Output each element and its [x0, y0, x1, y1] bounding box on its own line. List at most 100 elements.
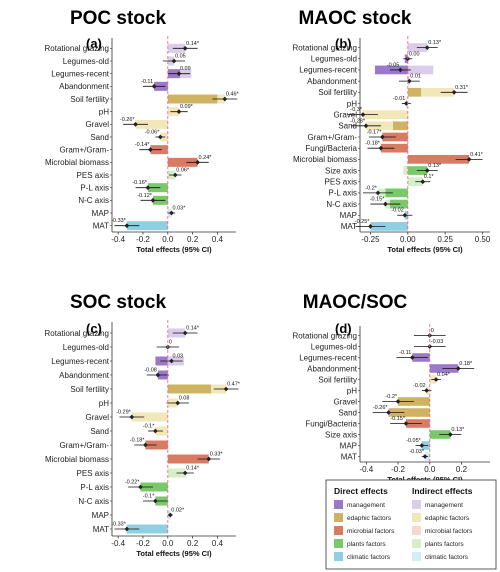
legend-direct-title: Direct effects [334, 486, 388, 496]
total-effect-point [403, 421, 409, 426]
value-label: -0.03 [431, 339, 444, 345]
x-tick-label: 0.0 [162, 539, 174, 548]
direct-effect-bar [388, 408, 430, 417]
category-label: pH [99, 399, 109, 408]
legend-direct-swatch [334, 513, 343, 522]
value-label: 0.14* [186, 326, 200, 332]
category-label: Gram+/Gram- [307, 133, 357, 142]
value-label: 0.14* [186, 41, 200, 47]
category-label: Rotational grazing [293, 331, 357, 340]
value-label: -0.26* [120, 117, 136, 123]
total-effect-point [151, 83, 157, 89]
legend-indirect-swatch [412, 500, 421, 509]
value-label: 0.31* [455, 85, 469, 91]
value-label: 0.09* [180, 104, 194, 110]
total-effect-point [182, 470, 188, 476]
value-label: 0.33* [210, 452, 224, 458]
value-label: -0.03* [409, 449, 425, 455]
direct-effect-bar [167, 454, 209, 464]
total-effect-point [167, 512, 173, 518]
category-label: Sand [338, 122, 357, 131]
category-label: Gram+/Gram- [59, 145, 109, 154]
category-label: MAT [93, 221, 109, 230]
value-label: 0.41* [470, 152, 484, 158]
direct-effect-bar [140, 482, 168, 492]
total-effect-point [424, 168, 430, 173]
panel-label: (b) [335, 36, 352, 51]
value-label: -0.1* [143, 494, 155, 500]
value-label: 0.14* [186, 466, 200, 472]
category-label: pH [347, 99, 357, 108]
category-label: Legumes-recent [299, 66, 358, 75]
legend: Direct effects Indirect effects management… [325, 479, 497, 570]
value-label: -0.28* [350, 118, 366, 124]
total-effect-point [433, 377, 439, 382]
value-label: 0 [169, 340, 172, 346]
legend-indirect-swatch [412, 526, 421, 535]
total-effect-point [175, 400, 181, 406]
legend-indirect-label: microbial factors [425, 528, 473, 535]
total-effect-point [124, 526, 130, 532]
value-label: -0.02 [413, 383, 426, 389]
legend-indirect-label: climatic factors [425, 554, 469, 561]
legend-direct-label: management [347, 502, 385, 509]
total-effect-point [397, 67, 403, 73]
value-label: 0.18* [459, 361, 473, 367]
x-tick-label: 0.50 [475, 235, 491, 244]
value-label: -0.05* [406, 438, 422, 444]
category-label: Gram+/Gram- [59, 441, 109, 450]
value-label: 0.06* [176, 168, 190, 174]
legend-direct-label: plants factors [347, 541, 386, 548]
direct-effect-bar [167, 157, 198, 167]
category-label: P-L axis [328, 189, 357, 198]
category-label: Rotational grazing [45, 44, 109, 53]
legend-direct-label: climatic factors [347, 554, 391, 561]
legend-indirect-swatch [412, 513, 421, 522]
value-label: -0.33* [111, 218, 127, 224]
category-label: MAP [92, 209, 109, 218]
value-label: -0.22* [125, 480, 141, 486]
category-label: Legumes-old [63, 57, 109, 66]
total-effect-point [363, 123, 369, 129]
total-effect-point [386, 410, 391, 415]
category-label: Sand [90, 133, 109, 142]
category-label: N-C axis [326, 200, 357, 209]
total-effect-point [148, 147, 153, 153]
total-effect-point [409, 355, 415, 360]
total-effect-point [195, 159, 200, 165]
value-label: -0.17* [367, 130, 383, 136]
category-label: Gravel [85, 413, 109, 422]
indirect-effect-bar [135, 119, 168, 129]
category-label: N-C axis [78, 497, 109, 506]
total-effect-point [206, 456, 212, 462]
total-effect-point [169, 358, 174, 364]
category-label: N-C axis [78, 196, 109, 205]
x-tick-label: 0.0 [424, 465, 436, 474]
indirect-effect-bar [421, 87, 455, 97]
legend-indirect-swatch [412, 552, 421, 561]
value-label: -0.2* [365, 185, 377, 191]
total-effect-point [138, 484, 143, 490]
category-label: MAT [341, 452, 357, 461]
category-label: Legumes-recent [299, 353, 358, 362]
legend-indirect-label: management [425, 502, 463, 509]
value-label: 0.05 [175, 54, 186, 60]
value-label: -0.08 [144, 368, 157, 374]
value-label: 0.24* [199, 155, 213, 161]
indirect-effect-bar [131, 412, 168, 422]
category-label: Gravel [333, 397, 357, 406]
category-label: Legumes-old [63, 343, 109, 352]
total-effect-point [402, 212, 408, 218]
category-label: Fungi/Bacteria [305, 144, 357, 153]
legend-direct-swatch [334, 526, 343, 535]
category-label: Fungi/Bacteria [305, 419, 357, 428]
value-label: -0.06* [145, 130, 161, 136]
indirect-effect-bar [407, 65, 434, 75]
category-label: Soil fertility [318, 375, 357, 384]
x-tick-label: -0.4 [111, 235, 125, 244]
category-label: MAP [340, 211, 357, 220]
category-label: Soil fertility [70, 385, 109, 394]
x-axis-title: Total effects (95% CI) [387, 475, 463, 484]
category-label: PES axis [77, 469, 109, 478]
